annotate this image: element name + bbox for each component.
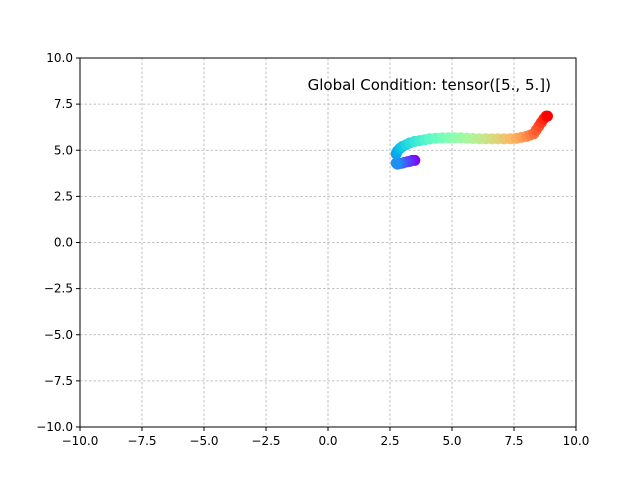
- data-point: [541, 110, 553, 122]
- y-tick-label: 0.0: [54, 236, 73, 250]
- y-tick-label: −5.0: [44, 328, 73, 342]
- y-tick-label: 5.0: [54, 143, 73, 157]
- x-tick-label: 7.5: [504, 434, 523, 448]
- y-tick-label: −10.0: [36, 420, 73, 434]
- x-tick-label: −7.5: [127, 434, 156, 448]
- global-condition-annotation: Global Condition: tensor([5., 5.]): [308, 76, 551, 94]
- y-tick-label: −2.5: [44, 282, 73, 296]
- x-tick-label: −10.0: [62, 434, 99, 448]
- data-point: [390, 157, 402, 169]
- y-tick-label: 7.5: [54, 97, 73, 111]
- x-tick-label: 0.0: [318, 434, 337, 448]
- x-tick-label: −5.0: [189, 434, 218, 448]
- ticks: −10.0 −7.5 −5.0 −2.5 0.0 2.5 5.0 7.5 10.0 −10.0 −7…: [36, 51, 589, 448]
- y-tick-label: −7.5: [44, 374, 73, 388]
- x-tick-label: 5.0: [442, 434, 461, 448]
- data-points: [390, 110, 553, 170]
- y-tick-label: 10.0: [46, 51, 73, 65]
- x-tick-label: 10.0: [563, 434, 590, 448]
- y-tick-label: 2.5: [54, 189, 73, 203]
- x-tick-label: −2.5: [251, 434, 280, 448]
- x-tick-label: 2.5: [380, 434, 399, 448]
